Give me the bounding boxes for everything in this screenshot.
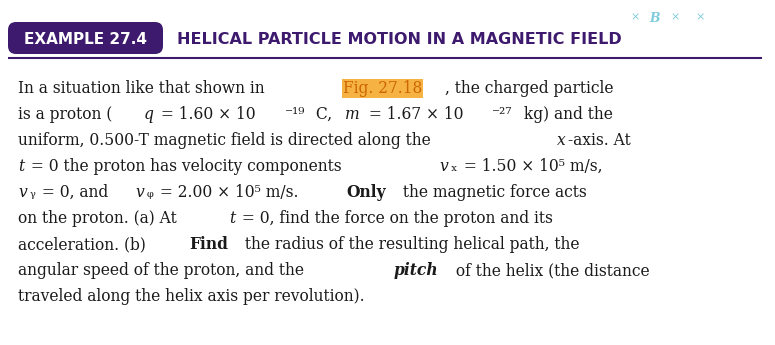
Text: = 0, find the force on the proton and its: = 0, find the force on the proton and it… — [237, 210, 553, 227]
Text: the radius of the resulting helical path, the: the radius of the resulting helical path… — [239, 236, 579, 253]
Text: = 0, and: = 0, and — [37, 184, 113, 201]
Text: Find: Find — [189, 236, 229, 253]
Text: v: v — [439, 158, 449, 175]
Text: ᵧ: ᵧ — [29, 184, 35, 201]
Text: angular speed of the proton, and the: angular speed of the proton, and the — [18, 262, 309, 279]
Text: q: q — [143, 106, 153, 123]
Text: v: v — [18, 184, 27, 201]
Text: uniform, 0.500-T magnetic field is directed along the: uniform, 0.500-T magnetic field is direc… — [18, 132, 436, 149]
Text: Only: Only — [346, 184, 386, 201]
Text: traveled along the helix axis per revolution).: traveled along the helix axis per revolu… — [18, 288, 364, 305]
Text: B: B — [649, 12, 660, 25]
Text: ×: × — [695, 12, 704, 22]
Text: = 2.00 × 10⁵ m/s.: = 2.00 × 10⁵ m/s. — [155, 184, 304, 201]
Text: , the charged particle: , the charged particle — [445, 80, 613, 97]
Text: x: x — [557, 132, 566, 149]
Text: -axis. At: -axis. At — [568, 132, 631, 149]
Text: is a proton (: is a proton ( — [18, 106, 115, 123]
Text: = 0 the proton has velocity components: = 0 the proton has velocity components — [26, 158, 346, 175]
Text: ×: × — [670, 12, 680, 22]
Text: In a situation like that shown in: In a situation like that shown in — [18, 80, 270, 97]
Text: t: t — [229, 210, 236, 227]
Text: m: m — [345, 106, 360, 123]
Text: t: t — [18, 158, 24, 175]
Text: = 1.60 × 10: = 1.60 × 10 — [157, 106, 256, 123]
Text: = 1.67 × 10: = 1.67 × 10 — [363, 106, 463, 123]
Text: EXAMPLE 27.4: EXAMPLE 27.4 — [24, 31, 147, 47]
Text: of the helix (the distance: of the helix (the distance — [451, 262, 649, 279]
FancyBboxPatch shape — [8, 22, 163, 54]
Text: ₓ: ₓ — [451, 158, 457, 175]
Text: = 1.50 × 10⁵ m/s,: = 1.50 × 10⁵ m/s, — [460, 158, 603, 175]
Text: v: v — [135, 184, 144, 201]
Text: HELICAL PARTICLE MOTION IN A MAGNETIC FIELD: HELICAL PARTICLE MOTION IN A MAGNETIC FI… — [177, 31, 622, 47]
Text: ⁻¹⁹: ⁻¹⁹ — [285, 106, 305, 123]
Text: Fig. 27.18: Fig. 27.18 — [343, 80, 422, 97]
Text: acceleration. (b): acceleration. (b) — [18, 236, 151, 253]
Text: kg) and the: kg) and the — [518, 106, 612, 123]
Text: pitch: pitch — [394, 262, 438, 279]
Text: ᵩ: ᵩ — [146, 184, 153, 201]
Text: C,: C, — [312, 106, 337, 123]
Text: ⁻²⁷: ⁻²⁷ — [492, 106, 513, 123]
Text: the magnetic force acts: the magnetic force acts — [398, 184, 587, 201]
Text: ×: × — [630, 12, 639, 22]
Text: on the proton. (a) At: on the proton. (a) At — [18, 210, 181, 227]
